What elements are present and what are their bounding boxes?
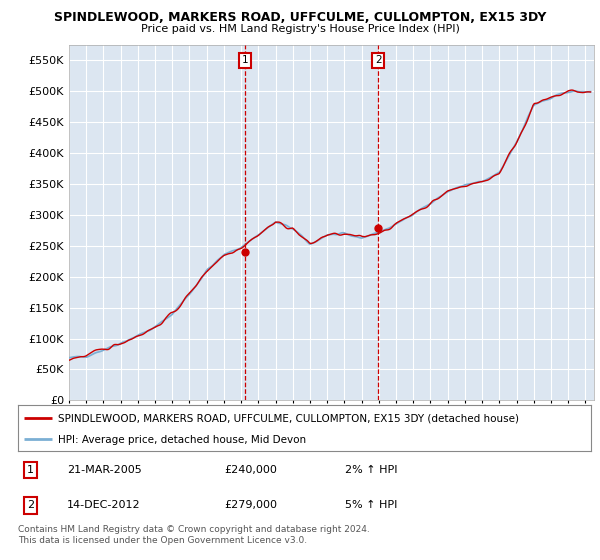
Text: 2% ↑ HPI: 2% ↑ HPI: [344, 465, 397, 475]
Text: Contains HM Land Registry data © Crown copyright and database right 2024.
This d: Contains HM Land Registry data © Crown c…: [18, 525, 370, 545]
Text: SPINDLEWOOD, MARKERS ROAD, UFFCULME, CULLOMPTON, EX15 3DY: SPINDLEWOOD, MARKERS ROAD, UFFCULME, CUL…: [54, 11, 546, 24]
Text: SPINDLEWOOD, MARKERS ROAD, UFFCULME, CULLOMPTON, EX15 3DY (detached house): SPINDLEWOOD, MARKERS ROAD, UFFCULME, CUL…: [58, 414, 519, 424]
Text: 1: 1: [27, 465, 34, 475]
Text: 1: 1: [242, 55, 248, 66]
Text: £279,000: £279,000: [224, 501, 277, 510]
Text: £240,000: £240,000: [224, 465, 277, 475]
Text: 2: 2: [375, 55, 382, 66]
Text: Price paid vs. HM Land Registry's House Price Index (HPI): Price paid vs. HM Land Registry's House …: [140, 24, 460, 34]
Text: 2: 2: [27, 501, 34, 510]
Text: 5% ↑ HPI: 5% ↑ HPI: [344, 501, 397, 510]
Text: 21-MAR-2005: 21-MAR-2005: [67, 465, 142, 475]
Text: 14-DEC-2012: 14-DEC-2012: [67, 501, 140, 510]
Text: HPI: Average price, detached house, Mid Devon: HPI: Average price, detached house, Mid …: [58, 435, 306, 445]
